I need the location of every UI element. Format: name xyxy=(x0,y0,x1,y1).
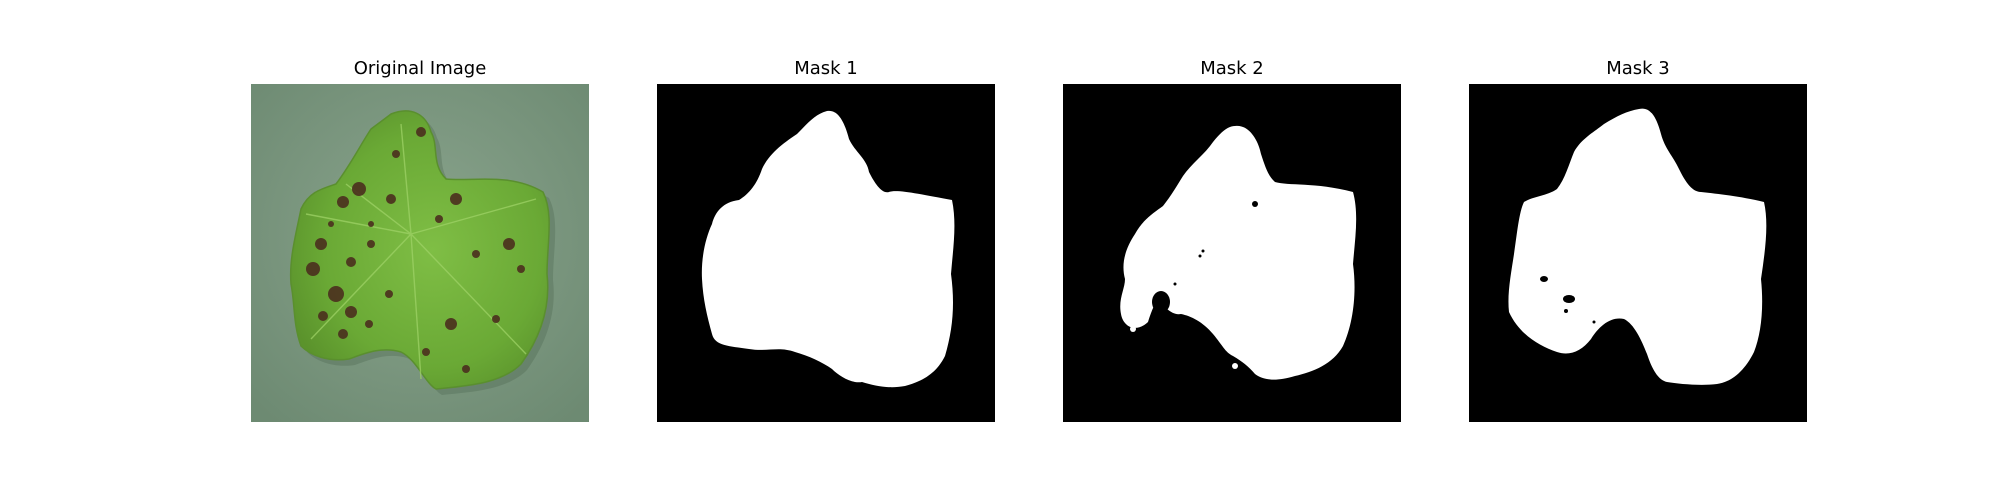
panel-title-mask-3: Mask 3 xyxy=(1606,58,1670,79)
mask-1-image xyxy=(657,84,995,422)
mask-2-region xyxy=(1120,125,1357,380)
mask-3-holes xyxy=(1540,276,1596,324)
panel-mask-1: Mask 1 xyxy=(657,0,995,500)
leaf-shape xyxy=(289,110,550,390)
mask-2-image xyxy=(1063,84,1401,422)
mask-1-region xyxy=(701,110,955,388)
panel-title-mask-2: Mask 2 xyxy=(1200,58,1264,79)
mask-2-specks xyxy=(1130,326,1238,369)
mask-2-holes xyxy=(1152,201,1258,313)
panel-mask-2: Mask 2 xyxy=(1063,0,1401,500)
original-leaf-photo xyxy=(251,84,589,422)
panel-title-mask-1: Mask 1 xyxy=(794,58,858,79)
panel-mask-3: Mask 3 xyxy=(1469,0,1807,500)
mask-3-region xyxy=(1508,108,1767,385)
leaf-spots xyxy=(306,127,525,373)
panel-original-image: Original Image xyxy=(251,0,589,500)
mask-3-image xyxy=(1469,84,1807,422)
panel-title-original: Original Image xyxy=(353,58,487,79)
